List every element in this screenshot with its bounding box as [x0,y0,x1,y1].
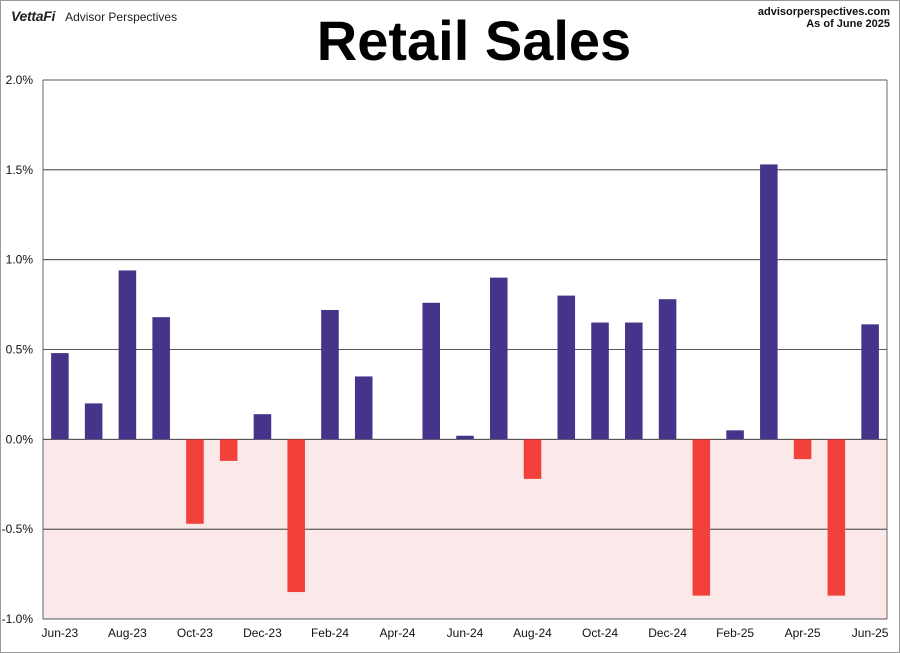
bar-mar-24 [354,376,373,440]
bar-jun-23 [51,353,69,440]
y-tick-label: 0.0% [6,432,34,446]
y-tick-label: -1.0% [2,612,34,626]
bar-sep-24 [557,295,576,440]
bar-feb-24 [321,309,339,440]
x-tick-label: Aug-23 [108,626,147,640]
bar-apr-25 [793,439,812,460]
x-tick-label: Apr-24 [379,626,415,640]
source-site: advisorperspectives.com [757,6,890,18]
bar-may-24 [422,302,441,440]
bar-aug-24 [523,439,542,479]
y-tick-label: 1.5% [6,163,34,177]
bar-nov-24 [625,322,643,440]
y-tick-label: 1.0% [6,253,34,267]
x-tick-label: Feb-24 [311,626,349,640]
source-note: advisorperspectives.com As of June 2025 [758,6,890,30]
bar-aug-23 [118,270,137,440]
bar-sep-23 [152,317,170,440]
x-tick-label: Jun-24 [447,626,484,640]
bar-mar-25 [760,164,778,440]
x-tick-label: Dec-23 [243,626,282,640]
bar-feb-25 [726,430,744,440]
x-tick-label: Dec-24 [648,626,687,640]
bar-jul-24 [489,277,508,440]
as-of-date: As of June 2025 [806,18,890,30]
x-tick-label: Jun-25 [852,626,889,640]
y-tick-label: 2.0% [6,73,34,87]
chart-title: Retail Sales [316,9,632,72]
bar-dec-24 [658,299,677,440]
logo-subtitle: Advisor Perspectives [65,10,178,24]
bar-oct-24 [591,322,609,440]
logo-brand: VettaFi [11,8,56,24]
x-tick-label: Aug-24 [513,626,552,640]
y-tick-label: -0.5% [2,522,34,536]
x-tick-label: Oct-23 [177,626,213,640]
x-tick-label: Oct-24 [582,626,618,640]
y-tick-label: 0.5% [6,343,34,357]
bar-dec-23 [253,414,272,440]
bar-nov-23 [219,439,238,461]
bar-may-25 [827,439,846,596]
x-tick-label: Apr-25 [785,626,821,640]
vettafi-logo: VettaFi Advisor Perspectives [11,8,177,24]
x-tick-label: Feb-25 [716,626,754,640]
bar-jun-24 [456,435,474,440]
bar-jan-24 [287,439,305,593]
bar-jul-23 [84,403,103,440]
bar-jun-25 [861,324,879,440]
x-tick-label: Jun-23 [42,626,79,640]
bar-jan-25 [692,439,711,596]
bar-oct-23 [186,439,204,524]
